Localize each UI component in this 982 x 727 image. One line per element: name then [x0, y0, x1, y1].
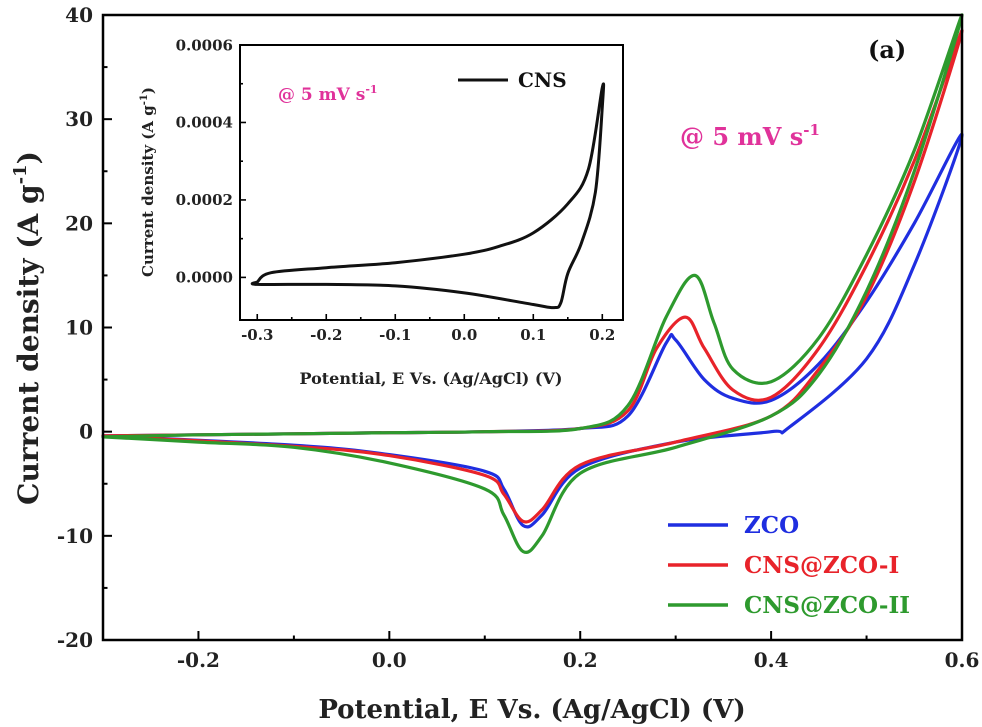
inset-y-ticks: 0.0000 0.0002 0.0004 0.0006 [176, 36, 246, 287]
inset-y-axis-label-superscript: -1 [139, 94, 150, 105]
inset-x-tick-label: -0.2 [310, 326, 342, 344]
main-legend: ZCO CNS@ZCO-I CNS@ZCO-II [668, 512, 910, 619]
main-y-tick-label: 40 [65, 3, 93, 27]
main-annotation-superscript: -1 [803, 121, 820, 139]
inset-y-tick-label: 0.0006 [176, 36, 233, 54]
inset-y-tick-label: 0.0004 [176, 114, 233, 132]
main-chart: -0.2 0.0 0.2 0.4 0.6 -20 -10 0 10 20 30 40 Potenti… [10, 3, 979, 725]
inset-series-lines [250, 82, 606, 310]
main-y-tick-label: 10 [65, 316, 93, 340]
main-x-tick-label: -0.2 [177, 648, 220, 672]
inset-x-axis-label: Potential, E Vs. (Ag/AgCl) (V) [300, 369, 563, 388]
inset-chart: -0.3 -0.2 -0.1 0.0 0.1 0.2 0.0000 0.0002 0.0004… [139, 36, 624, 388]
inset-x-tick-label: -0.1 [379, 326, 411, 344]
main-y-tick-label: 0 [79, 420, 93, 444]
inset-y-axis-label-main: Current density (A g [139, 105, 157, 277]
inset-annotation-superscript: -1 [365, 83, 377, 96]
inset-y-axis-label: Current density (A g-1) [139, 87, 157, 277]
inset-scan-rate-annotation: @ 5 mV s-1 [278, 83, 378, 105]
main-x-tick-label: 0.6 [945, 648, 980, 672]
main-y-axis-label-main: Current density (A g [12, 184, 45, 504]
main-y-axis-label-superscript: -1 [10, 164, 31, 184]
inset-y-tick-label: 0.0002 [176, 191, 233, 209]
main-y-ticks: -20 -10 0 10 20 30 40 [57, 3, 112, 652]
main-legend-label-2: CNS@ZCO-II [744, 592, 910, 619]
inset-x-tick-label: 0.0 [451, 326, 477, 344]
main-y-tick-label: -20 [57, 628, 93, 652]
inset-legend-label-0: CNS [518, 68, 567, 92]
main-x-tick-label: 0.4 [754, 648, 789, 672]
main-y-tick-label: -10 [57, 524, 93, 548]
main-y-tick-label: 20 [65, 211, 93, 235]
inset-annotation-text: @ 5 mV s [278, 85, 365, 105]
inset-x-tick-label: 0.2 [589, 326, 615, 344]
main-x-tick-label: 0.0 [372, 648, 407, 672]
inset-y-axis-label-tail: ) [139, 87, 157, 94]
main-x-ticks: -0.2 0.0 0.2 0.4 0.6 [177, 631, 980, 672]
main-annotation-text: @ 5 mV s [680, 122, 803, 151]
main-panel-label: (a) [868, 35, 906, 64]
main-y-axis-label-tail: ) [12, 151, 45, 164]
inset-series-line-0 [250, 82, 606, 310]
inset-legend: CNS [458, 68, 567, 92]
inset-x-tick-label: -0.3 [241, 326, 273, 344]
main-y-tick-label: 30 [65, 107, 93, 131]
main-legend-label-0: ZCO [744, 512, 799, 539]
inset-x-ticks: -0.3 -0.2 -0.1 0.0 0.1 0.2 [241, 314, 615, 344]
main-series-line-2 [101, 13, 964, 554]
inset-plot-frame [239, 44, 624, 321]
inset-x-tick-label: 0.1 [520, 326, 546, 344]
inset-y-tick-label: 0.0000 [176, 269, 233, 287]
main-y-axis-label: Current density (A g-1) [10, 151, 45, 505]
inset-background [240, 45, 623, 320]
main-series-lines [101, 13, 964, 554]
main-x-tick-label: 0.2 [563, 648, 598, 672]
main-x-axis-label: Potential, E Vs. (Ag/AgCl) (V) [318, 695, 745, 725]
main-scan-rate-annotation: @ 5 mV s-1 [680, 121, 820, 151]
main-legend-label-1: CNS@ZCO-I [744, 552, 899, 579]
